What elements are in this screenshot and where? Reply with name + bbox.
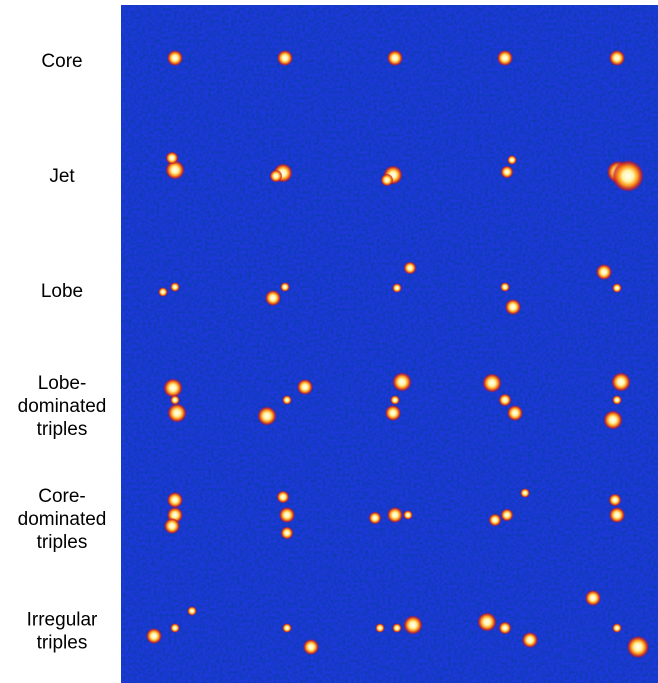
source-blob xyxy=(282,395,292,405)
source-blob xyxy=(603,410,622,429)
source-blob xyxy=(163,378,182,397)
row-label: triples xyxy=(37,532,88,553)
source-blob xyxy=(277,50,293,66)
source-blob xyxy=(170,282,180,292)
source-blob xyxy=(612,283,622,293)
source-blob xyxy=(596,264,612,280)
source-blob xyxy=(489,514,502,527)
row-label: Jet xyxy=(49,166,75,187)
image-noise xyxy=(121,5,658,683)
source-blob xyxy=(387,50,403,66)
source-blob xyxy=(609,50,625,66)
source-blob xyxy=(385,405,401,421)
source-blob xyxy=(612,160,644,192)
row-label: triples xyxy=(37,633,88,654)
source-blob xyxy=(609,507,625,523)
source-blob xyxy=(146,628,162,644)
page: CoreJetLobeLobe-dominatedtriplesCore-dom… xyxy=(0,0,658,683)
source-blob xyxy=(477,612,496,631)
source-blob xyxy=(392,283,402,293)
row-label: Lobe xyxy=(41,281,83,302)
row-label: dominated xyxy=(18,509,107,530)
source-blob xyxy=(501,509,514,522)
source-blob xyxy=(166,152,179,165)
source-blob xyxy=(297,379,313,395)
source-blob xyxy=(158,287,168,297)
source-blob xyxy=(303,639,319,655)
source-blob xyxy=(612,395,622,405)
source-blob xyxy=(403,510,413,520)
source-blob xyxy=(277,491,290,504)
source-blob xyxy=(404,262,417,275)
source-blob xyxy=(507,405,523,421)
source-blob xyxy=(585,590,601,606)
source-blob xyxy=(505,299,521,315)
source-blob xyxy=(369,512,382,525)
row-label: triples xyxy=(37,419,88,440)
source-blob xyxy=(170,623,180,633)
source-blob xyxy=(507,155,517,165)
source-blob xyxy=(187,606,197,616)
source-blob xyxy=(257,406,276,425)
source-blob xyxy=(281,527,294,540)
source-blob xyxy=(375,623,385,633)
source-blob xyxy=(500,282,510,292)
source-blob xyxy=(609,494,622,507)
source-blob xyxy=(612,623,622,633)
source-blob xyxy=(282,623,292,633)
source-blob xyxy=(387,507,403,523)
source-blob xyxy=(280,282,290,292)
source-blob xyxy=(499,394,512,407)
source-blob xyxy=(167,50,183,66)
source-blob xyxy=(403,615,422,634)
source-blob xyxy=(392,623,402,633)
row-label: Core- xyxy=(38,486,86,507)
row-label: Core xyxy=(41,51,82,72)
row-label: Lobe- xyxy=(38,373,87,394)
source-blob xyxy=(501,166,514,179)
source-blob xyxy=(627,636,649,658)
source-blob xyxy=(390,395,400,405)
source-blob xyxy=(499,622,512,635)
source-blob xyxy=(520,488,530,498)
source-blob xyxy=(167,492,183,508)
source-blob xyxy=(611,372,630,391)
source-blob xyxy=(265,290,281,306)
source-blob xyxy=(167,403,186,422)
source-blob xyxy=(497,50,513,66)
source-blob xyxy=(522,632,538,648)
source-blob xyxy=(164,518,180,534)
row-label: dominated xyxy=(18,396,107,417)
source-blob xyxy=(392,372,411,391)
source-blob xyxy=(170,395,180,405)
source-blob xyxy=(279,507,295,523)
row-label: Irregular xyxy=(27,610,98,631)
source-blob xyxy=(381,174,394,187)
source-blob xyxy=(270,170,283,183)
figure: CoreJetLobeLobe-dominatedtriplesCore-dom… xyxy=(0,0,658,683)
source-blob xyxy=(482,373,501,392)
row-labels: CoreJetLobeLobe-dominatedtriplesCore-dom… xyxy=(18,51,107,654)
